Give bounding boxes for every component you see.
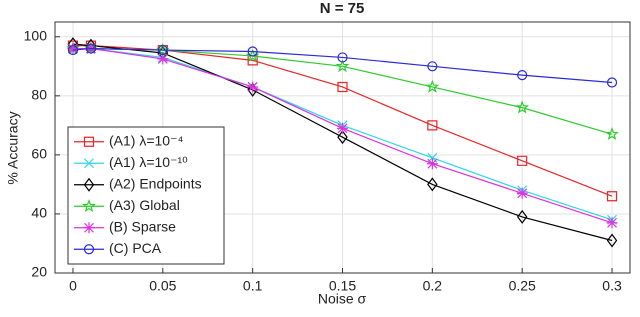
marker <box>606 233 618 248</box>
marker <box>335 59 350 73</box>
marker <box>157 44 168 56</box>
marker <box>337 122 348 134</box>
x-tick-label: 0.3 <box>602 278 622 294</box>
marker <box>516 187 528 199</box>
series-line <box>72 47 613 224</box>
y-tick-label: 80 <box>31 87 47 103</box>
marker <box>516 209 528 224</box>
marker <box>427 177 438 192</box>
marker <box>605 126 619 141</box>
legend-marker <box>83 222 95 234</box>
legend-label: (A2) Endpoints <box>109 175 202 191</box>
marker <box>85 43 97 54</box>
chart-title: N = 75 <box>320 0 365 17</box>
y-tick-label: 60 <box>31 146 47 162</box>
series-line <box>72 47 613 84</box>
marker <box>517 70 528 81</box>
marker <box>606 77 618 88</box>
marker <box>157 53 169 65</box>
legend-label: (A3) Global <box>109 197 180 213</box>
marker <box>67 43 79 55</box>
legend-marker <box>83 177 95 192</box>
marker <box>337 130 348 145</box>
y-tick-label: 100 <box>24 27 48 43</box>
legend-label: (A1) λ=10⁻⁴ <box>109 132 184 148</box>
legend-box <box>67 126 225 265</box>
legend-marker <box>82 199 96 213</box>
marker <box>337 81 348 93</box>
x-axis-label: Noise σ <box>318 291 367 307</box>
legend-marker <box>84 158 94 169</box>
marker <box>517 155 528 166</box>
marker <box>426 158 438 170</box>
y-tick-label: 40 <box>31 205 47 221</box>
x-tick-label: 0.2 <box>423 278 443 294</box>
marker <box>606 217 618 229</box>
marker <box>247 46 258 57</box>
legend-label: (C) PCA <box>109 240 162 256</box>
marker <box>67 44 79 56</box>
marker <box>425 79 440 93</box>
marker <box>515 100 530 114</box>
legend-label: (A1) λ=10⁻¹⁰ <box>109 154 188 170</box>
marker <box>427 120 438 131</box>
x-tick-label: 0.15 <box>329 278 356 294</box>
legend-marker <box>83 244 95 255</box>
y-tick-label: 20 <box>31 264 47 280</box>
x-tick-label: 0.25 <box>509 278 536 294</box>
marker <box>337 52 348 63</box>
x-tick-label: 0 <box>69 278 77 294</box>
x-tick-label: 0.1 <box>243 278 263 294</box>
legend-label: (B) Sparse <box>109 218 176 234</box>
x-tick-label: 0.05 <box>149 278 176 294</box>
marker <box>247 81 259 93</box>
series-line <box>72 43 613 242</box>
legend-marker <box>83 136 95 147</box>
plot-frame <box>54 21 631 274</box>
marker <box>606 191 618 202</box>
y-axis-label: % Accuracy <box>5 111 21 184</box>
marker <box>427 61 438 72</box>
